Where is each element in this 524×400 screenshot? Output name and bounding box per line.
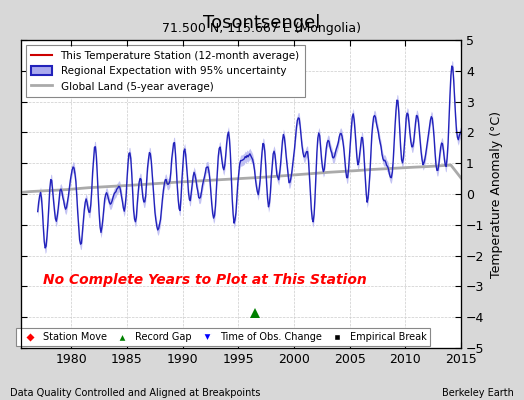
Legend: Station Move, Record Gap, Time of Obs. Change, Empirical Break: Station Move, Record Gap, Time of Obs. C… bbox=[16, 328, 430, 346]
Text: 71.500 N, 115.667 E (Mongolia): 71.500 N, 115.667 E (Mongolia) bbox=[162, 22, 362, 35]
Y-axis label: Temperature Anomaly (°C): Temperature Anomaly (°C) bbox=[490, 110, 503, 278]
Text: Tosontsengel: Tosontsengel bbox=[203, 14, 321, 32]
Text: Data Quality Controlled and Aligned at Breakpoints: Data Quality Controlled and Aligned at B… bbox=[10, 388, 261, 398]
Text: No Complete Years to Plot at This Station: No Complete Years to Plot at This Statio… bbox=[43, 273, 367, 287]
Text: Berkeley Earth: Berkeley Earth bbox=[442, 388, 514, 398]
